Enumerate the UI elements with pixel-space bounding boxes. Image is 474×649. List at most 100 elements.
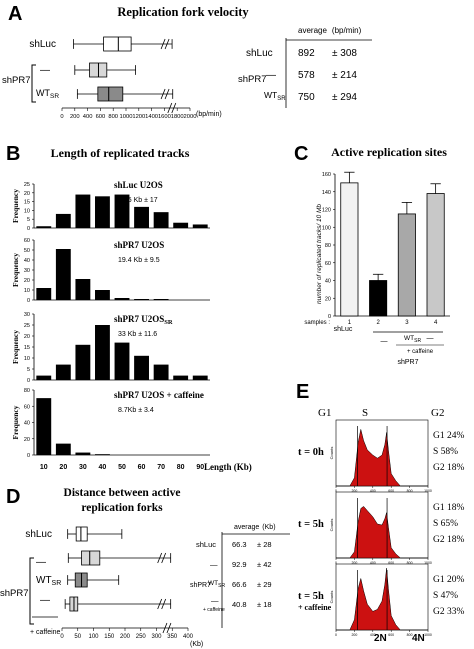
- c-ytick-label-2: 40: [325, 279, 331, 285]
- b-bar-0-2: [75, 194, 91, 228]
- d-table-sd-shluc: ± 28: [257, 540, 272, 549]
- b-bar-1-5: [134, 299, 149, 300]
- b-xtick-label-7: 80: [177, 464, 185, 471]
- e-time-label-2: t = 5h: [298, 591, 324, 602]
- panel-a-title: Replication fork velocity: [117, 5, 249, 19]
- b-bar-2-5: [134, 355, 149, 380]
- d-table-label-wt: WTSR: [208, 580, 225, 589]
- b-ytick-label-0-0: 0: [27, 226, 30, 232]
- b-bar-3-3: [95, 454, 110, 455]
- b-series-name-0: shLuc U2OS: [114, 180, 163, 190]
- e-g1-pct-0: G1 24%: [433, 431, 464, 441]
- d-table-value-wt: 66.6: [232, 580, 247, 589]
- e-g2-pct-1: G2 18%: [433, 535, 464, 545]
- panel-d-title-line2: replication forks: [81, 502, 163, 514]
- panel-c: C Active replication sites number of rep…: [294, 143, 450, 366]
- d-tick-label-1: 50: [74, 634, 81, 640]
- c-group-shpr7: shPR7: [397, 359, 418, 366]
- a-tick-label-1: 200: [70, 114, 80, 120]
- b-bar-0-6: [153, 212, 169, 228]
- d-break-1-a: [157, 552, 163, 564]
- d-table-sd-dash-2: ± 18: [257, 600, 272, 609]
- b-xtick-label-3: 40: [99, 464, 107, 471]
- a-x-axis: 0 200 400 600 800 1000 1200 1400 1600 1800 2000: [60, 102, 196, 120]
- e-ylabel-1: Counts: [329, 519, 334, 532]
- c-sample-number-0: 1: [348, 320, 352, 326]
- e-g2-pct-2: G2 33%: [433, 607, 464, 617]
- c-sub-dash: —: [381, 338, 388, 345]
- e-s-pct-0: S 58%: [433, 447, 458, 457]
- d-box-0: [75, 526, 88, 542]
- e-xtick-label-2-3: 600: [388, 633, 394, 637]
- a-box-2: [97, 86, 124, 102]
- panel-letter-e: E: [296, 381, 309, 403]
- b-ytick-label-3-4: 80: [24, 388, 30, 394]
- d-break-3-a: [157, 598, 163, 610]
- b-series-stat-0: 38.5 Kb ± 17: [118, 197, 158, 204]
- e-phase-g1: G1: [318, 407, 331, 419]
- b-bar-3-1: [55, 443, 71, 455]
- b-series-name-2: shPR7 U2OSSR: [114, 314, 173, 326]
- b-bar-2-2: [75, 344, 91, 380]
- e-xtick-label-0-4: 800: [407, 489, 413, 493]
- a-group-label-shpr7: shPR7: [2, 75, 31, 86]
- panel-d: D Distance between active replication fo…: [0, 486, 290, 648]
- c-bar-1: [369, 280, 388, 317]
- e-phase-s: S: [362, 407, 368, 419]
- b-bar-0-8: [192, 224, 208, 228]
- d-tick-label-4: 200: [120, 634, 131, 640]
- a-break-2-b: [164, 88, 170, 100]
- d-table-sd-wt: ± 29: [257, 580, 272, 589]
- d-table-sd-dash: ± 42: [257, 560, 272, 569]
- a-table: average (bp/min) shLuc 892 ± 308 shPR7 — …: [238, 26, 372, 108]
- b-ytick-label-2-0: 0: [27, 378, 30, 384]
- c-ytick-label-0: 0: [328, 314, 331, 320]
- e-g1-pct-2: G1 20%: [433, 575, 464, 585]
- d-table-label-shluc: shLuc: [196, 540, 216, 549]
- e-xtick-label-0-5: 1000: [424, 489, 432, 493]
- c-ytick-label-8: 160: [322, 172, 331, 178]
- d-group-label-shpr7: shPR7: [0, 588, 29, 599]
- panel-e: E G1 S G2 0 200 400 600 800 1000 Counts t = 0h G…: [296, 381, 464, 644]
- d-table-label-dash: —: [210, 560, 218, 569]
- c-bar-3: [426, 193, 445, 317]
- d-table-value-dash-2: 40.8: [232, 600, 247, 609]
- c-ytick-label-3: 60: [325, 261, 331, 267]
- d-tick-label-2: 100: [88, 634, 99, 640]
- e-time-label-1: t = 5h: [298, 519, 324, 530]
- b-histogram-1: 0 10 20 30 40 50 60 Frequency shPR7 U2OS 19.4 Kb …: [11, 238, 210, 304]
- a-tick-label-5: 1000: [120, 114, 133, 120]
- b-ytick-label-1-0: 0: [27, 298, 30, 304]
- e-ylabel-2: Counts: [329, 591, 334, 604]
- d-table-label-dash-2: —: [211, 596, 219, 605]
- d-row-label-wt: WTSR: [36, 575, 61, 587]
- e-xtick-label-2-0: 0: [335, 633, 337, 637]
- d-x-axis: 0 50 100 150 200 250 300 350 400: [60, 622, 194, 640]
- b-xtick-label-1: 20: [59, 464, 67, 471]
- e-mark-4n: 4N: [412, 633, 425, 644]
- e-xtick-label-2-1: 200: [351, 633, 357, 637]
- a-axis-break-b: [171, 102, 177, 114]
- b-ytick-label-0-4: 20: [24, 191, 30, 197]
- panel-c-title: Active replication sites: [331, 145, 447, 159]
- b-ytick-label-2-4: 20: [24, 334, 30, 340]
- e-histogram-2: 0 200 400 600 800 1000 Counts t = 5h+ caffeine G…: [298, 563, 464, 637]
- a-table-header: average (bp/min): [298, 26, 362, 35]
- e-xtick-label-1-3: 600: [388, 561, 394, 565]
- a-boxplots: [73, 36, 174, 102]
- b-ytick-label-1-1: 10: [24, 288, 30, 294]
- a-group-bracket: [31, 64, 36, 103]
- a-break-2-a: [160, 88, 166, 100]
- b-ytick-label-1-3: 30: [24, 268, 30, 274]
- a-table-sd-shluc: ± 308: [332, 48, 357, 59]
- b-ytick-label-2-1: 5: [27, 367, 30, 373]
- e-extra-label-2: + caffeine: [298, 603, 332, 612]
- b-ylabel-0: Frequency: [11, 189, 20, 223]
- b-bar-2-1: [55, 364, 71, 380]
- c-ylabel: number of replicated tracks/ 10 Mb: [316, 204, 323, 304]
- e-xtick-label-1-2: 400: [370, 561, 376, 565]
- d-table-caffeine: + caffeine: [203, 607, 225, 613]
- d-row-label-dash-2: —: [40, 595, 50, 606]
- d-axis-unit: (Kb): [190, 641, 203, 648]
- e-xtick-label-0-1: 200: [351, 489, 357, 493]
